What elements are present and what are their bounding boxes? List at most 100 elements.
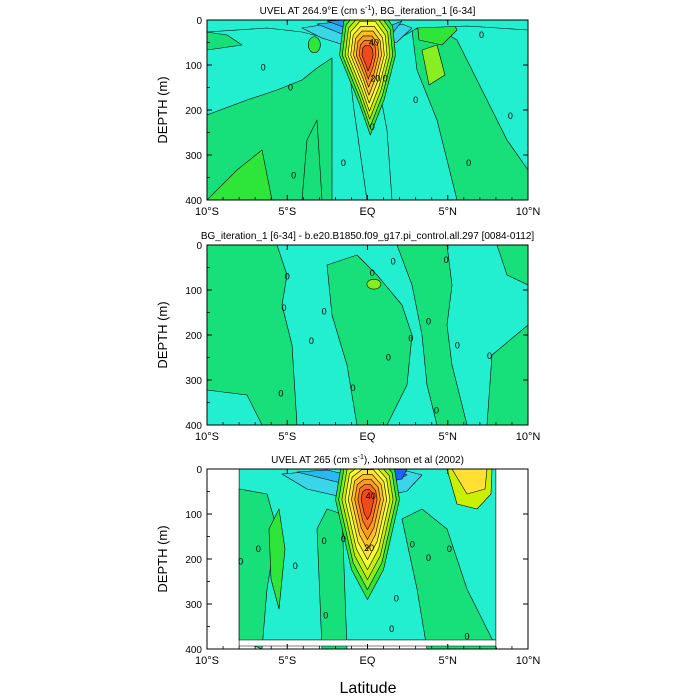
panel-bottom: 0 0 0 0 0 0 0 0 0 0 0 0 40 20 10°S 5°S EQ 5°N 10°N 0 100 200 3… (155, 454, 541, 667)
y-axis-label: DEPTH (m) (155, 76, 170, 143)
contour-label: 0 (426, 317, 431, 327)
y-tick-label: 200 (185, 106, 202, 117)
contour-label: 0 (322, 307, 327, 317)
contour-label: 0 (282, 303, 287, 313)
y-tick-label: 0 (196, 241, 202, 252)
y-tick-label: 400 (185, 421, 202, 432)
contour-label: 0 (394, 594, 399, 604)
contour-label: 0 (288, 83, 293, 93)
x-tick-label: 5°N (439, 655, 458, 667)
x-tick-label: 5°N (439, 431, 458, 443)
contour-label: 0 (479, 30, 484, 40)
eastward-band-mid (316, 508, 348, 649)
contour-label: 0 (323, 610, 328, 620)
title-superscript: -1 (365, 5, 371, 12)
contour-label: 0 (322, 536, 327, 546)
anomaly-patch-ne (496, 245, 528, 286)
y-tick-label: 300 (185, 600, 202, 611)
y-tick-label: 100 (185, 510, 202, 521)
anomaly-band-east (396, 245, 468, 425)
contour-label: 20 (364, 543, 374, 553)
y-tick-label: 0 (196, 16, 202, 27)
anomaly-band-se (486, 324, 528, 425)
y-tick-label: 0 (196, 465, 202, 476)
positive-anomaly-patch (366, 278, 382, 290)
contour-label: 0 (389, 624, 394, 634)
contour-label: 0 (341, 534, 346, 544)
panel-top: 0 0 0 0 0 0 0 0 0 0 40 20 10°S 5°S EQ 5°N 10°N 0 100 200 300… (155, 5, 540, 218)
title-part: ), Johnson et al (2002) (364, 455, 464, 466)
anomaly-band-west (207, 245, 298, 425)
contour-label: 0 (341, 158, 346, 168)
x-tick-label: 5°N (439, 206, 458, 218)
contour-label: 0 (293, 561, 298, 571)
x-tick-label: 10°S (195, 431, 219, 443)
contour-label: 0 (351, 383, 356, 393)
contour-label: 0 (466, 158, 471, 168)
y-tick-label: 400 (185, 196, 202, 207)
title-part: UVEL AT 265 (cm s (271, 455, 358, 466)
x-tick-label: 5°S (278, 655, 296, 667)
contour-label: 0 (508, 111, 513, 121)
contour-field: 0 0 0 0 0 0 0 0 0 0 0 0 0 0 0 (207, 245, 528, 425)
contour-label: 0 (413, 95, 418, 105)
panel-middle: 0 0 0 0 0 0 0 0 0 0 0 0 0 0 0 10°S 5°S EQ 5°N 10°N 0 100 200 30… (155, 231, 540, 443)
contour-label: 0 (383, 74, 388, 84)
panel-title: UVEL AT 265 (cm s-1), Johnson et al (200… (271, 454, 464, 466)
y-tick-label: 100 (185, 286, 202, 297)
x-tick-label: 10°N (516, 206, 541, 218)
contour-label: 0 (408, 334, 413, 344)
contour-label: 0 (370, 122, 375, 132)
x-tick-label: 10°S (195, 206, 219, 218)
title-superscript: -1 (358, 454, 364, 461)
y-axis-label: DEPTH (m) (155, 301, 170, 368)
contour-label: 0 (426, 553, 431, 563)
y-tick-label: 200 (185, 555, 202, 566)
panel-title: UVEL AT 264.9°E (cm s-1), BG_iteration_1… (260, 5, 476, 17)
x-tick-label: 10°N (516, 431, 541, 443)
eastward-patch-east-core (421, 44, 446, 86)
y-tick-label: 200 (185, 331, 202, 342)
contour-label: 0 (386, 353, 391, 363)
contour-label: 0 (370, 268, 375, 278)
contour-label: 0 (455, 340, 460, 350)
eastward-core-contour (360, 489, 375, 520)
contour-label: 0 (238, 556, 243, 566)
contour-label: 0 (447, 544, 452, 554)
contour-label: 0 (434, 406, 439, 416)
contour-label: 0 (256, 544, 261, 554)
x-tick-label: 5°S (278, 431, 296, 443)
contour-label: 20 (371, 74, 381, 84)
eastward-patch-west (268, 508, 286, 610)
anomaly-band-center (326, 254, 413, 425)
contour-label: 0 (410, 540, 415, 550)
x-tick-label: EQ (360, 655, 376, 667)
contour-label: 0 (487, 351, 492, 361)
contour-label: 40 (366, 491, 376, 501)
eastward-core-contour (361, 45, 374, 72)
title-part: ), BG_iteration_1 [6-34] (371, 6, 475, 17)
contour-label: 0 (465, 631, 470, 641)
x-tick-label: 10°S (195, 655, 219, 667)
contour-label: 0 (309, 336, 314, 346)
surface-patch-west (207, 31, 243, 51)
contour-label: 0 (278, 389, 283, 399)
contour-field: 0 0 0 0 0 0 0 0 0 0 0 0 40 20 (207, 469, 528, 649)
y-tick-label: 100 (185, 61, 202, 72)
contour-label: 40 (369, 38, 379, 48)
x-tick-label: EQ (360, 431, 376, 443)
y-tick-label: 300 (185, 376, 202, 387)
contour-field: 0 0 0 0 0 0 0 0 0 0 40 20 (207, 20, 528, 200)
y-tick-label: 400 (185, 645, 202, 656)
x-tick-label: EQ (360, 206, 376, 218)
contour-label: 0 (285, 272, 290, 282)
eastward-band-west (207, 57, 333, 200)
panel-title: BG_iteration_1 [6-34] - b.e20.B1850.f09_… (201, 231, 535, 242)
contour-label: 0 (291, 170, 296, 180)
x-tick-label: 5°S (278, 206, 296, 218)
y-tick-label: 300 (185, 151, 202, 162)
x-tick-label: 10°N (516, 655, 541, 667)
anomaly-sw-low (207, 389, 263, 425)
x-axis-label: Latitude (340, 680, 397, 697)
